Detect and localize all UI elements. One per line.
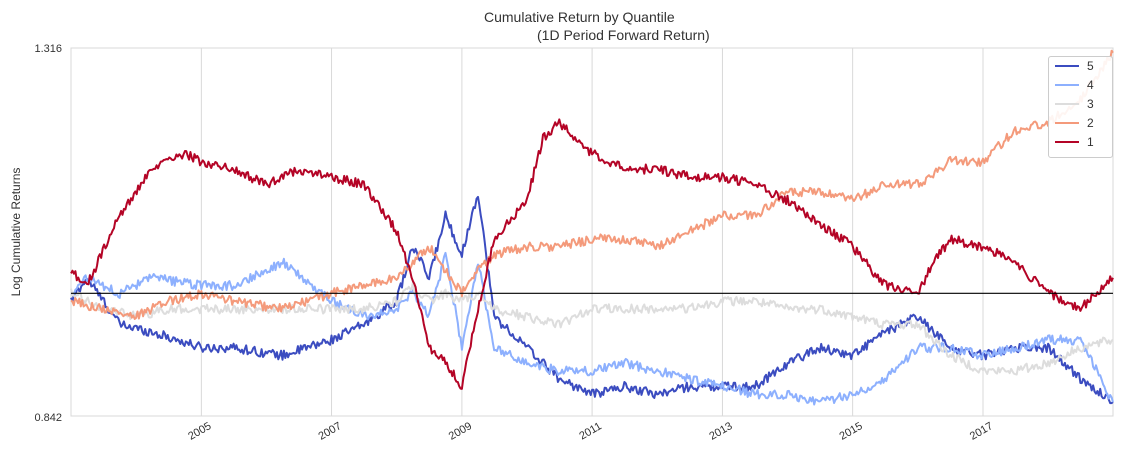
legend-swatch-1: [1055, 141, 1079, 143]
y-tick-bottom: 0.842: [34, 412, 62, 424]
legend: 5 4 3 2 1: [1048, 56, 1113, 158]
series-line-quantile-5: [70, 195, 1114, 405]
series-line-quantile-2: [70, 49, 1114, 320]
legend-swatch-4: [1055, 84, 1079, 86]
y-tick-top: 1.316: [34, 43, 62, 55]
legend-label-5: 5: [1087, 59, 1094, 73]
series-line-quantile-1: [70, 118, 1114, 390]
y-axis-label: Log Cumulative Returns: [9, 168, 23, 297]
x-tick-label-2017: 2017: [968, 420, 995, 443]
legend-swatch-2: [1055, 122, 1079, 124]
legend-swatch-5: [1055, 65, 1079, 67]
legend-item-2: 2: [1055, 114, 1094, 132]
x-tick-label-2013: 2013: [707, 420, 734, 443]
series-layer: [70, 49, 1114, 406]
x-tick-label-2015: 2015: [838, 420, 865, 443]
x-tick-label-2005: 2005: [186, 420, 213, 443]
legend-item-5: 5: [1055, 57, 1094, 75]
series-line-quantile-4: [70, 251, 1114, 406]
x-tick-label-2009: 2009: [447, 420, 474, 443]
legend-label-4: 4: [1087, 78, 1094, 92]
legend-label-3: 3: [1087, 97, 1094, 111]
legend-item-3: 3: [1055, 95, 1094, 113]
legend-swatch-3: [1055, 103, 1079, 105]
legend-label-2: 2: [1087, 116, 1094, 130]
x-tick-label-2011: 2011: [577, 420, 603, 442]
chart-title: Cumulative Return by Quantile: [484, 9, 675, 25]
x-tick-label-2007: 2007: [316, 420, 343, 443]
legend-item-4: 4: [1055, 76, 1094, 94]
chart-subtitle: (1D Period Forward Return): [537, 27, 710, 43]
legend-item-1: 1: [1055, 133, 1094, 151]
legend-label-1: 1: [1087, 135, 1094, 149]
x-tick-labels: 2005 2007 2009 2011 2013 2015 2017: [186, 420, 995, 443]
